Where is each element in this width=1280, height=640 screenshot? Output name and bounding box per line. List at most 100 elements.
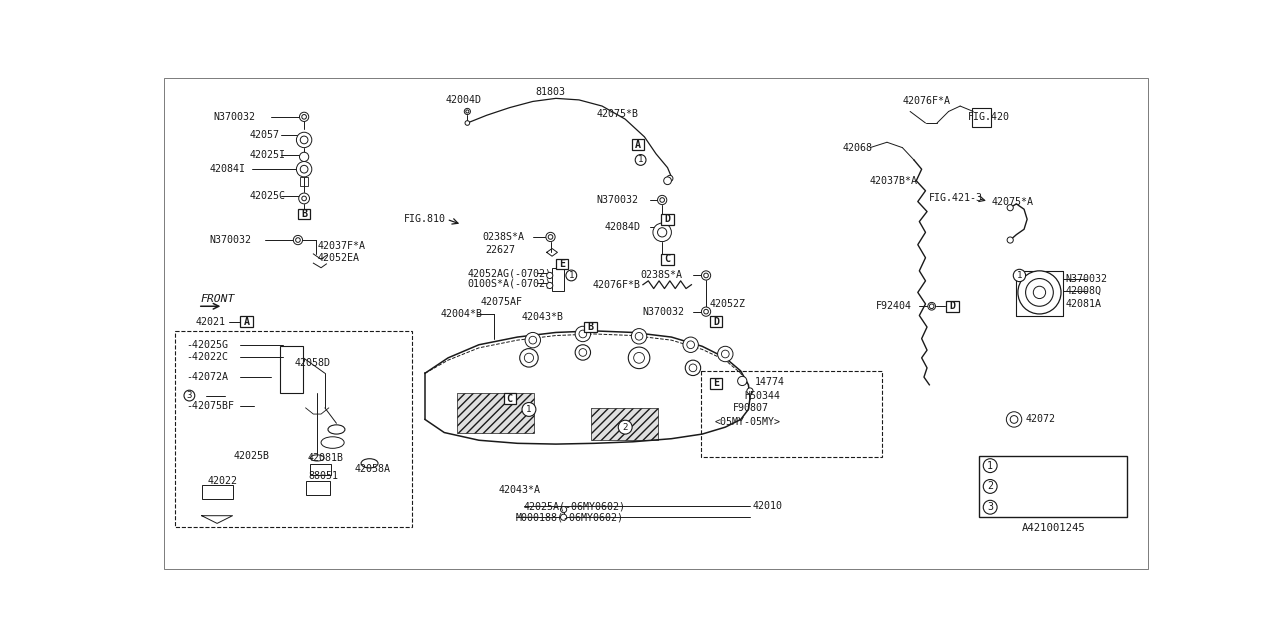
Circle shape <box>561 514 567 520</box>
Bar <box>310 464 332 475</box>
Circle shape <box>667 175 673 182</box>
Circle shape <box>525 353 534 362</box>
Circle shape <box>684 337 699 353</box>
Text: 42076F*B: 42076F*B <box>593 280 640 290</box>
Circle shape <box>658 228 667 237</box>
Text: 42043J: 42043J <box>1006 481 1044 492</box>
Bar <box>556 259 568 269</box>
Text: 42084D: 42084D <box>604 222 640 232</box>
Text: 42052EA: 42052EA <box>317 253 360 263</box>
Text: -42075BF: -42075BF <box>187 401 234 412</box>
Text: 42081B: 42081B <box>308 453 344 463</box>
Circle shape <box>184 390 195 401</box>
Circle shape <box>718 346 733 362</box>
Circle shape <box>579 330 586 338</box>
Bar <box>946 301 959 312</box>
Circle shape <box>520 349 538 367</box>
Circle shape <box>983 459 997 472</box>
Text: 42025B: 42025B <box>234 451 270 461</box>
Circle shape <box>561 506 567 513</box>
Circle shape <box>579 349 586 356</box>
Circle shape <box>1007 205 1014 211</box>
Text: 42075*B: 42075*B <box>596 109 639 119</box>
Bar <box>298 209 310 219</box>
Circle shape <box>660 198 664 202</box>
Text: 0100S*A(-0702): 0100S*A(-0702) <box>467 278 552 288</box>
Circle shape <box>297 161 312 177</box>
Circle shape <box>701 307 710 316</box>
Bar <box>662 254 673 265</box>
Bar <box>241 316 252 327</box>
Circle shape <box>566 270 577 281</box>
Bar <box>662 214 673 225</box>
Text: 42004*B: 42004*B <box>440 309 483 319</box>
Text: A421001245: A421001245 <box>1021 523 1085 533</box>
Circle shape <box>1010 415 1018 423</box>
Circle shape <box>525 332 540 348</box>
Bar <box>710 378 722 388</box>
Text: -42022C: -42022C <box>187 352 228 362</box>
Text: FIG.421-3: FIG.421-3 <box>928 193 983 204</box>
Bar <box>175 331 412 527</box>
Text: 22627: 22627 <box>485 245 515 255</box>
Text: 14774: 14774 <box>755 377 785 387</box>
Text: M000188(-06MY0602): M000188(-06MY0602) <box>516 512 623 522</box>
Text: 42075*A: 42075*A <box>992 196 1034 207</box>
Circle shape <box>1033 286 1046 298</box>
Bar <box>632 139 644 150</box>
Circle shape <box>631 328 646 344</box>
Text: 2: 2 <box>987 481 993 492</box>
Text: 1: 1 <box>526 405 531 414</box>
Text: F92404: F92404 <box>876 301 911 311</box>
Circle shape <box>635 332 643 340</box>
Text: FIG.810: FIG.810 <box>403 214 445 224</box>
Text: 42057: 42057 <box>250 131 279 140</box>
Text: 42052AG(-0702): 42052AG(-0702) <box>467 268 552 278</box>
Bar <box>1016 271 1062 316</box>
Text: 42037F*A: 42037F*A <box>317 241 365 251</box>
Ellipse shape <box>328 425 344 434</box>
Text: F90807: F90807 <box>733 403 769 413</box>
Bar <box>503 393 516 404</box>
Text: 42025C: 42025C <box>250 191 285 201</box>
Circle shape <box>300 152 308 161</box>
Bar <box>979 456 1128 517</box>
Circle shape <box>737 376 746 385</box>
Circle shape <box>635 155 646 165</box>
Text: 0923S*A: 0923S*A <box>1006 461 1051 470</box>
Circle shape <box>687 341 695 349</box>
Bar <box>590 408 658 440</box>
Text: A: A <box>243 317 250 326</box>
Text: D: D <box>713 317 719 326</box>
Text: H50344: H50344 <box>745 390 781 401</box>
Text: FRONT: FRONT <box>200 294 234 303</box>
Circle shape <box>301 136 308 144</box>
Text: 1: 1 <box>568 271 575 280</box>
Text: C: C <box>507 394 513 404</box>
Circle shape <box>522 403 536 417</box>
Text: <05MY-05MY>: <05MY-05MY> <box>714 417 781 427</box>
Text: 42025I: 42025I <box>250 150 285 161</box>
Text: 3: 3 <box>187 391 192 400</box>
Bar <box>457 392 534 433</box>
Text: B: B <box>588 322 594 332</box>
Text: N370032: N370032 <box>596 195 637 205</box>
Text: 42022: 42022 <box>207 476 238 486</box>
Circle shape <box>928 303 936 310</box>
Text: 42052Z: 42052Z <box>710 299 746 309</box>
Text: N370032: N370032 <box>214 112 255 122</box>
Text: A: A <box>635 140 641 150</box>
Text: 3: 3 <box>987 502 993 512</box>
Text: 0238S*A: 0238S*A <box>483 232 525 242</box>
Text: 42037B*F: 42037B*F <box>1006 502 1057 512</box>
Circle shape <box>529 336 536 344</box>
Text: E: E <box>713 378 719 388</box>
Text: 1: 1 <box>1016 271 1023 280</box>
Text: 42076F*A: 42076F*A <box>902 97 951 106</box>
Text: 2: 2 <box>622 422 628 431</box>
Bar <box>585 322 596 332</box>
Text: N370032: N370032 <box>1066 273 1107 284</box>
Circle shape <box>293 236 302 244</box>
Circle shape <box>1006 412 1021 427</box>
Circle shape <box>983 500 997 514</box>
